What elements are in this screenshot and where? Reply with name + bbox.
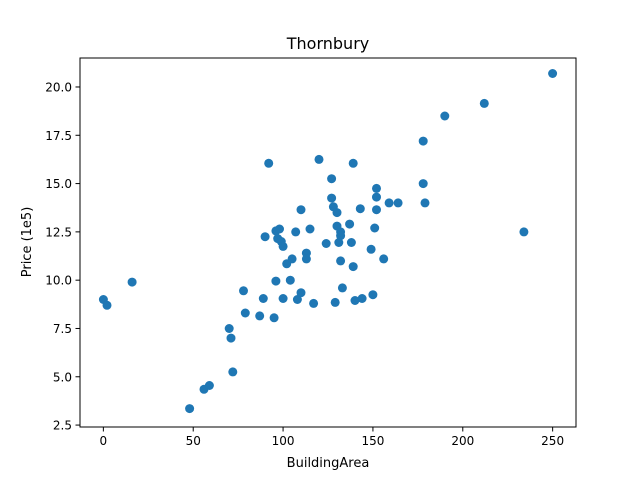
y-tick-label: 7.5 [53,322,72,336]
x-tick-label: 50 [186,434,201,448]
y-tick-label: 2.5 [53,419,72,433]
scatter-point [479,98,489,108]
scatter-point [372,205,381,215]
scatter-point [355,204,365,214]
scatter-point [285,275,295,285]
scatter-point [336,256,346,266]
scatter-point [226,333,236,343]
scatter-point [301,254,311,264]
scatter-point [260,232,270,242]
scatter-point [348,158,358,168]
plot-area-frame [79,57,577,428]
scatter-point [292,295,302,304]
scatter-point [127,277,137,287]
scatter-point [519,227,529,237]
scatter-point [345,219,355,229]
x-axis-label: BuildingArea [287,456,370,471]
y-tick-label: 5.0 [53,370,72,384]
scatter-point [239,286,248,296]
scatter-point [321,239,331,248]
x-tick-label: 0 [100,434,108,448]
y-tick-label: 10.0 [45,274,72,288]
x-tick-label: 100 [272,434,295,448]
scatter-point [334,238,344,247]
scatter-point [372,192,381,202]
y-axis-label: Price (1e5) [20,207,35,278]
scatter-point [278,294,288,303]
scatter-point [185,404,195,414]
scatter-point [348,262,358,272]
scatter-point [240,308,250,318]
scatter-point [264,158,274,168]
scatter-point [346,238,356,247]
scatter-point [296,205,306,215]
scatter-point [275,224,284,234]
y-tick-label: 12.5 [45,225,72,239]
scatter-point [420,198,430,208]
scatter-point [228,367,238,377]
scatter-point [314,154,324,164]
scatter-point [384,198,394,208]
x-tick-label: 200 [451,434,474,448]
scatter-point [327,193,337,203]
chart-title: Thornbury [286,34,369,53]
scatter-point [204,381,214,390]
scatter-point [269,313,279,323]
scatter-point [291,227,301,237]
scatter-point [278,241,288,251]
scatter-point [332,208,342,218]
data-points [98,69,558,414]
scatter-point [296,288,306,298]
scatter-point [337,283,347,293]
scatter-point [287,254,297,264]
scatter-point [418,179,428,189]
scatter-point [224,324,234,333]
scatter-point [440,111,450,121]
x-tick-label: 250 [541,434,564,448]
y-tick-label: 17.5 [45,129,72,143]
scatter-point [258,294,268,303]
x-tick-label: 150 [361,434,384,448]
scatter-point [330,297,340,307]
y-tick-label: 20.0 [45,80,72,94]
scatter-point [370,223,380,233]
scatter-point [327,174,337,184]
y-tick-label: 15.0 [45,177,72,191]
scatter-point [379,254,389,264]
scatter-point [418,136,428,146]
x-axis-ticks: 0 50 100 150 200 250 [100,427,564,448]
scatter-point [548,69,558,78]
y-axis-ticks: 2.5 5.0 7.5 10.0 12.5 15.0 17.5 20.0 [45,80,80,433]
scatter-point [309,298,319,308]
scatter-point [336,231,346,241]
scatter-point [366,244,376,254]
scatter-point [350,296,360,305]
scatter-point [357,294,367,303]
scatter-point [368,290,378,300]
scatter-point [393,198,403,208]
scatter-point [102,300,112,310]
scatter-point [305,224,315,234]
scatter-point [372,183,381,193]
scatter-point [255,311,265,321]
scatter-point [271,276,281,286]
